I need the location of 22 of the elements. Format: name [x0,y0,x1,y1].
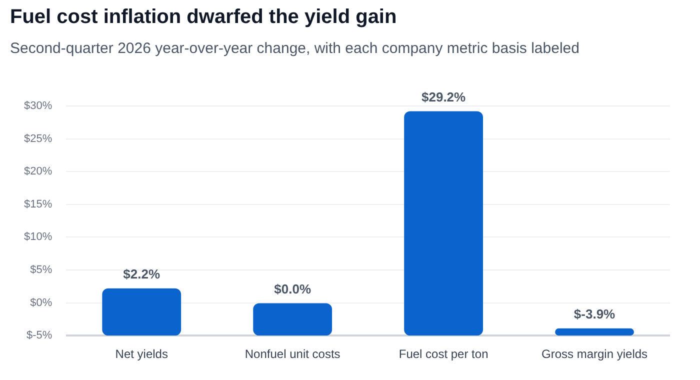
y-tick-label: $25% [24,132,52,145]
y-tick-label: $0% [30,296,52,309]
data-label: $2.2% [123,266,160,282]
bar [102,288,182,336]
y-tick-label: $15% [24,198,52,210]
y-tick-label: $10% [24,231,52,244]
x-tick-label: Nonfuel unit costs [244,347,340,362]
data-label: $-3.9% [574,306,616,322]
x-tick-label: Fuel cost per ton [398,347,488,362]
chart-title: Fuel cost inflation dwarfed the yield gain [10,6,397,29]
y-tick-label: $5% [30,264,52,276]
x-tick-label: Net yields [115,347,168,362]
data-label: $29.2% [422,89,466,104]
data-label: $0.0% [274,281,312,296]
chart-subtitle: Second-quarter 2026 year-over-year change, with each company metric basis labeled [10,40,580,57]
bar [555,328,634,336]
y-tick-label: $-5% [26,330,52,342]
bar [253,303,332,336]
x-tick-label: Gross margin yields [542,347,648,362]
y-tick-label: $30% [24,100,52,112]
bar [404,111,483,336]
y-tick-label: $20% [24,166,52,178]
